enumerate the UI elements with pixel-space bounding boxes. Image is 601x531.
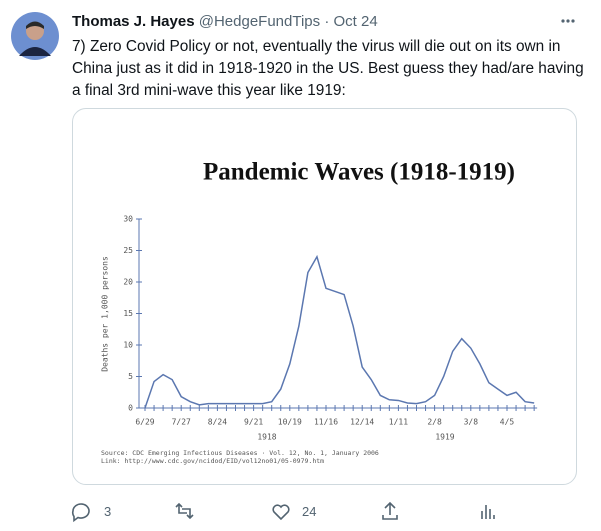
x-tick-label: 1/11 (389, 418, 408, 427)
y-tick-label: 25 (123, 246, 133, 255)
x-tick-label: 6/29 (135, 418, 154, 427)
analytics-icon[interactable] (481, 505, 495, 519)
x-tick-label: 9/21 (244, 418, 263, 427)
retweet-icon[interactable] (175, 502, 194, 520)
image-card[interactable]: Pandemic Waves (1918-1919) Deaths per 1,… (72, 108, 577, 485)
x-tick-label: 8/24 (208, 418, 227, 427)
x-tick-label: 7/27 (172, 418, 191, 427)
x-tick-label: 10/19 (278, 418, 302, 427)
tweet-text: 7) Zero Covid Policy or not, eventually … (72, 38, 584, 99)
data-line (144, 254, 535, 409)
chart: Pandemic Waves (1918-1919) Deaths per 1,… (101, 159, 538, 465)
author-handle[interactable]: @HedgeFundTips (198, 13, 321, 30)
x-tick-label: 2/8 (427, 418, 442, 427)
year-label: 1919 (435, 433, 454, 442)
tweet-header: Thomas J. Hayes @HedgeFundTips · Oct 24 (72, 13, 378, 30)
x-tick-label: 3/8 (464, 418, 479, 427)
reply-count: 3 (104, 504, 112, 519)
y-tick-label: 10 (123, 341, 133, 350)
reply-icon[interactable] (71, 503, 90, 523)
author-name[interactable]: Thomas J. Hayes (72, 13, 195, 30)
x-tick-label: 12/14 (350, 418, 374, 427)
x-tick-label: 4/5 (500, 418, 515, 427)
more-menu[interactable] (560, 18, 576, 24)
tweet-date[interactable]: · Oct 24 (324, 13, 378, 30)
year-label: 1918 (257, 433, 276, 442)
y-tick-label: 30 (123, 215, 133, 224)
action-bar (71, 501, 495, 523)
y-tick-label: 20 (123, 278, 133, 287)
chart-title: Pandemic Waves (1918-1919) (203, 159, 515, 186)
x-tick-label: 11/16 (314, 418, 338, 427)
y-tick-label: 15 (123, 309, 133, 318)
y-tick-label: 0 (128, 404, 133, 413)
like-count: 24 (302, 504, 317, 519)
y-axis-label: Deaths per 1,000 persons (101, 256, 110, 372)
y-tick-label: 5 (128, 372, 133, 381)
like-icon[interactable] (272, 504, 290, 521)
share-icon[interactable] (382, 501, 398, 520)
avatar[interactable] (11, 12, 59, 60)
source-note: Source: CDC Emerging Infectious Diseases… (101, 449, 379, 457)
source-note: Link: http://www.cdc.gov/ncidod/EID/vol1… (101, 457, 324, 465)
